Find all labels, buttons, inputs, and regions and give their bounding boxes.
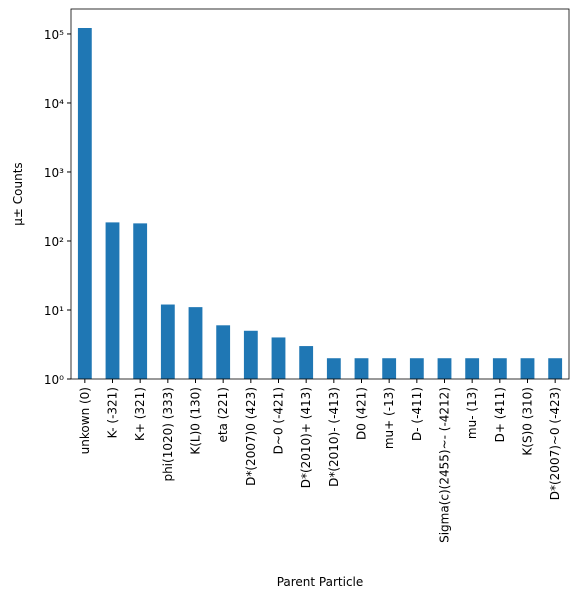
y-tick-label: 10³ [44, 166, 64, 180]
x-tick-label: K- (-321) [106, 387, 120, 438]
x-axis-label: Parent Particle [277, 575, 364, 589]
x-tick-label: phi(1020) (333) [161, 387, 175, 482]
x-tick-label: mu+ (-13) [382, 387, 396, 449]
x-tick-label: unkown (0) [78, 387, 92, 454]
bar [520, 358, 535, 379]
y-tick-label: 10² [44, 235, 64, 249]
bar [354, 358, 369, 379]
plot-frame [70, 8, 570, 380]
bar [160, 304, 175, 379]
x-tick-label: K+ (321) [133, 387, 147, 441]
y-tick-label: 10⁴ [44, 97, 64, 111]
bar [437, 358, 452, 379]
x-tick-label: mu- (13) [465, 387, 479, 439]
bar [216, 325, 231, 379]
x-tick-label: D*(2007)~0 (-423) [548, 387, 562, 500]
bar [271, 337, 286, 379]
x-tick-label: D*(2010)+ (413) [299, 387, 313, 488]
bar [492, 358, 507, 379]
y-tick-label: 10⁰ [44, 373, 64, 387]
x-tick-label: eta (221) [216, 387, 230, 443]
x-tick-label: D*(2007)0 (423) [244, 387, 258, 486]
bar [188, 307, 203, 379]
bar [77, 28, 92, 379]
bar [326, 358, 341, 379]
bar [465, 358, 480, 379]
x-tick-label: K(S)0 (310) [521, 387, 535, 456]
x-tick-label: Sigma(c)(2455)~- (-4212) [438, 387, 452, 543]
x-tick-label: D0 (421) [355, 387, 369, 440]
x-tick-label: D~0 (-421) [272, 387, 286, 454]
bar [243, 330, 258, 379]
bar [409, 358, 424, 379]
bar [105, 222, 120, 379]
bar [548, 358, 563, 379]
y-tick-label: 10⁵ [44, 28, 64, 42]
x-tick-label: D*(2010)- (-413) [327, 387, 341, 487]
bar [133, 223, 148, 379]
x-tick-label: D- (-411) [410, 387, 424, 441]
x-tick-label: K(L)0 (130) [189, 387, 203, 455]
bar [382, 358, 397, 379]
bar [299, 346, 314, 379]
y-axis-label: μ± Counts [11, 162, 25, 225]
y-tick-label: 10¹ [44, 304, 64, 318]
x-tick-label: D+ (411) [493, 387, 507, 442]
